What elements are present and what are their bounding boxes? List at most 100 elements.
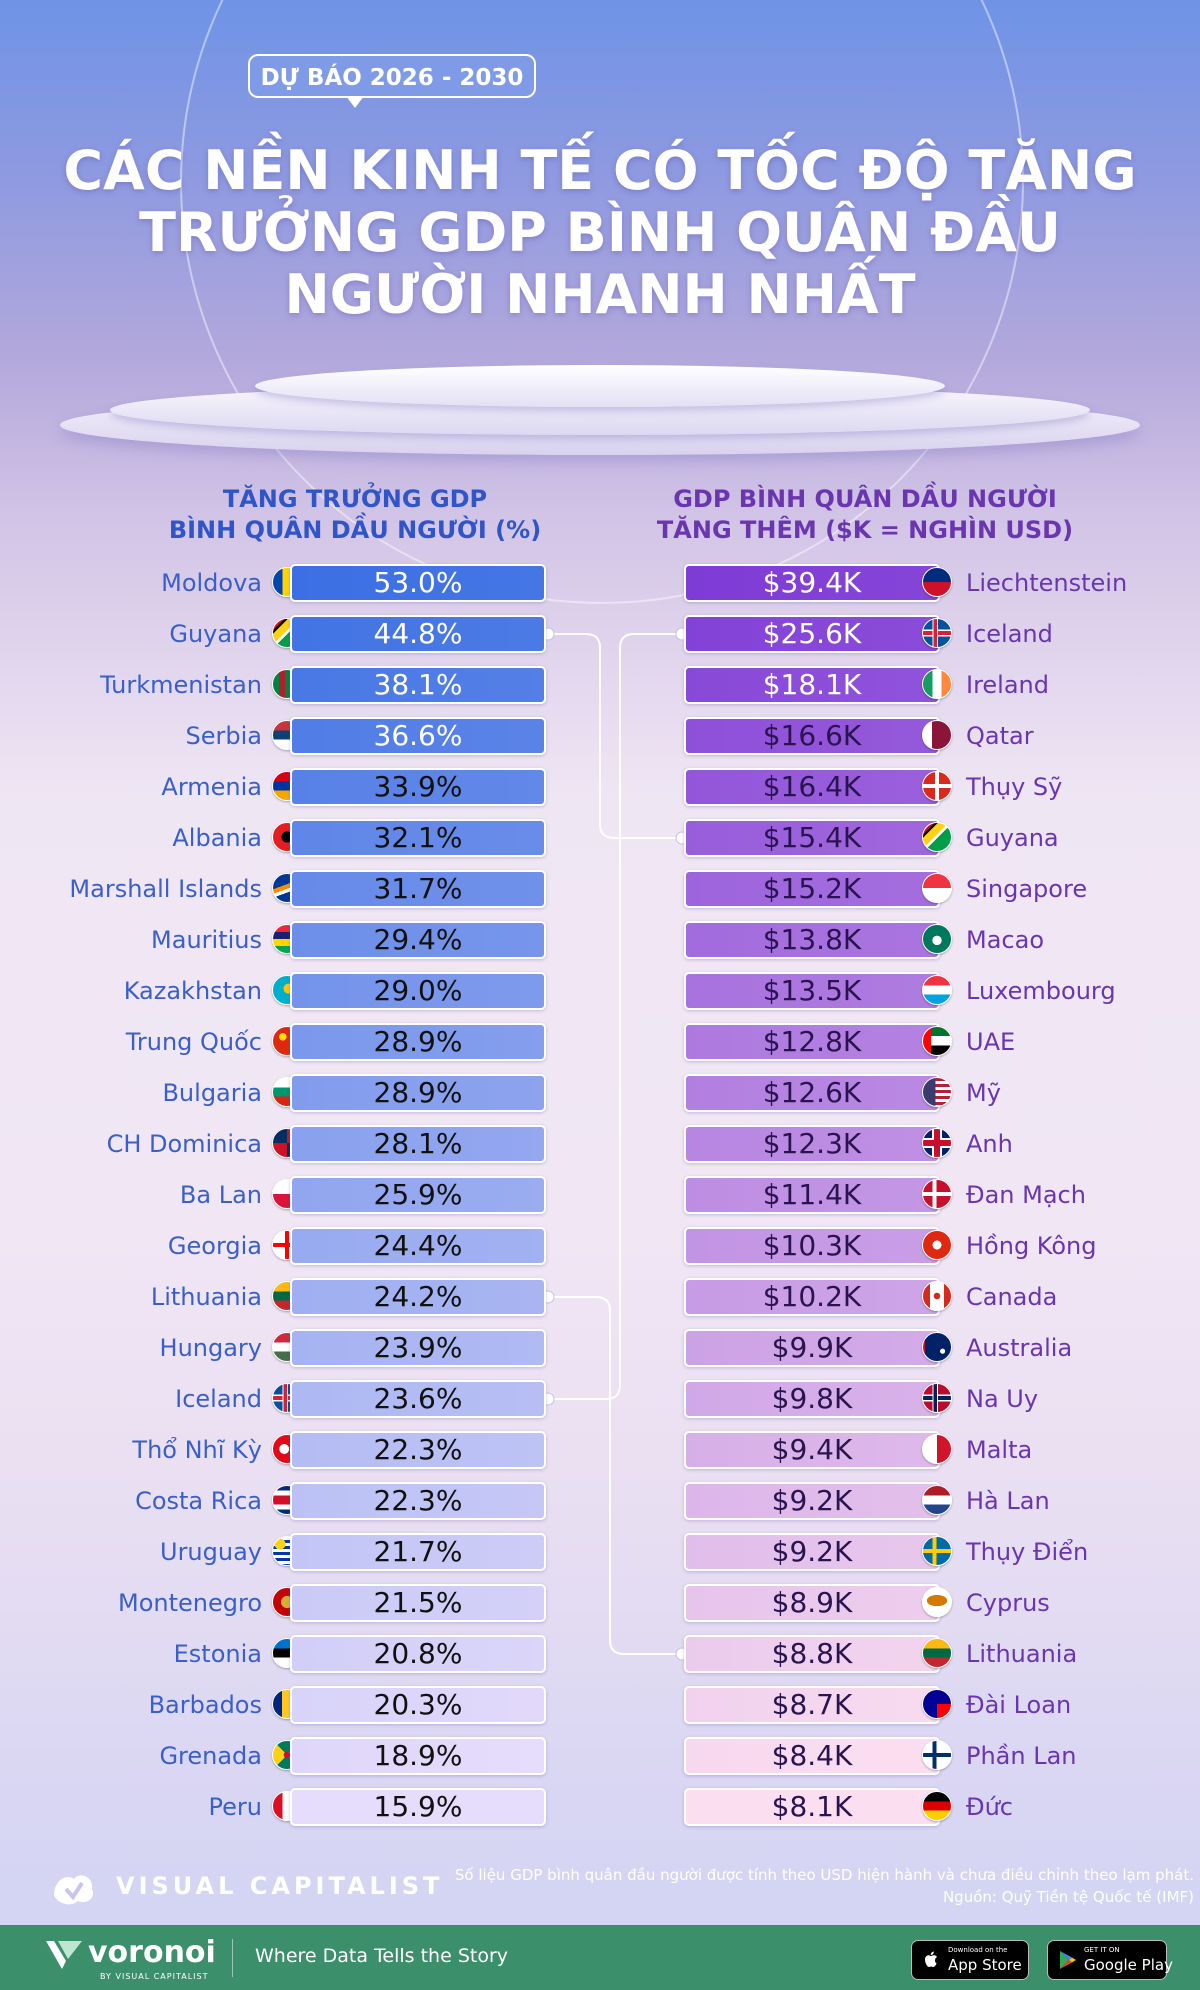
country-name: Iceland bbox=[175, 1385, 262, 1413]
country-name: Đan Mạch bbox=[966, 1181, 1086, 1209]
country-name: Montenegro bbox=[117, 1589, 262, 1617]
growth-bar: 15.9% bbox=[290, 1788, 546, 1826]
country-name: Na Uy bbox=[966, 1385, 1039, 1413]
heading-line: GDP BÌNH QUÂN DẦU NGƯỜI bbox=[673, 485, 1057, 513]
country-name: Luxembourg bbox=[966, 977, 1116, 1005]
increase-bar: $9.4K bbox=[684, 1431, 940, 1469]
growth-row: Estonia 20.8% bbox=[0, 1635, 560, 1673]
footnotes: Số liệu GDP bình quân đầu người được tín… bbox=[455, 1864, 1194, 1908]
growth-bar: 21.5% bbox=[290, 1584, 546, 1622]
flag-macao-icon bbox=[922, 924, 952, 954]
increase-row: $13.5K Luxembourg bbox=[0, 972, 1200, 1010]
tagline: Where Data Tells the Story bbox=[255, 1945, 509, 1967]
increase-bar: $12.8K bbox=[684, 1023, 940, 1061]
country-name: Ireland bbox=[966, 671, 1050, 699]
app-store-small-text: Download on the bbox=[948, 1946, 1008, 1954]
country-name: Guyana bbox=[966, 824, 1059, 852]
title-line: CÁC NỀN KINH TẾ CÓ TỐC ĐỘ TĂNG bbox=[63, 139, 1137, 202]
increase-bar: $15.2K bbox=[684, 870, 940, 908]
country-name: UAE bbox=[966, 1028, 1016, 1056]
increase-row: $11.4K Đan Mạch bbox=[0, 1176, 1200, 1214]
growth-bar: 44.8% bbox=[290, 615, 546, 653]
increase-row: $8.4K Phần Lan bbox=[0, 1737, 1200, 1775]
increase-row: $9.2K Thụy Điển bbox=[0, 1533, 1200, 1571]
increase-bar: $12.6K bbox=[684, 1074, 940, 1112]
forecast-badge: DỰ BÁO 2026 - 2030 bbox=[248, 54, 536, 108]
country-name: Đức bbox=[966, 1793, 1014, 1821]
growth-bar: 53.0% bbox=[290, 564, 546, 602]
country-name: Turkmenistan bbox=[100, 671, 262, 699]
increase-bar: $9.9K bbox=[684, 1329, 940, 1367]
google-play-button[interactable]: GET IT ON Google Play bbox=[1047, 1940, 1173, 1980]
growth-row: Armenia 33.9% bbox=[0, 768, 560, 806]
increase-bar: $9.2K bbox=[684, 1533, 940, 1571]
growth-row: Georgia 24.4% bbox=[0, 1227, 560, 1265]
flag-uae-icon bbox=[922, 1026, 952, 1056]
country-name: Cyprus bbox=[966, 1589, 1050, 1617]
increase-row: $9.9K Australia bbox=[0, 1329, 1200, 1367]
growth-bar: 20.3% bbox=[290, 1686, 546, 1724]
growth-row: Guyana 44.8% bbox=[0, 615, 560, 653]
flag-switzerland-icon bbox=[922, 771, 952, 801]
voronoi-logo[interactable]: voronoi BY VISUAL CAPITALIST bbox=[44, 1935, 216, 1981]
growth-row: Kazakhstan 29.0% bbox=[0, 972, 560, 1010]
increase-row: $8.7K Đài Loan bbox=[0, 1686, 1200, 1724]
growth-row: Trung Quốc 28.9% bbox=[0, 1023, 560, 1061]
growth-row: Moldova 53.0% bbox=[0, 564, 560, 602]
country-name: Costa Rica bbox=[135, 1487, 262, 1515]
growth-bar: 23.6% bbox=[290, 1380, 546, 1418]
footer-divider bbox=[232, 1939, 233, 1977]
growth-row: Marshall Islands 31.7% bbox=[0, 870, 560, 908]
flag-lithuania-icon bbox=[922, 1638, 952, 1668]
increase-bar: $9.8K bbox=[684, 1380, 940, 1418]
app-store-button[interactable]: Download on the App Store bbox=[911, 1940, 1029, 1980]
increase-row: $16.4K Thụy Sỹ bbox=[0, 768, 1200, 806]
flag-denmark-icon bbox=[922, 1179, 952, 1209]
country-name: Barbados bbox=[148, 1691, 262, 1719]
increase-row: $13.8K Macao bbox=[0, 921, 1200, 959]
increase-bar: $25.6K bbox=[684, 615, 940, 653]
increase-row: $39.4K Liechtenstein bbox=[0, 564, 1200, 602]
increase-row: $9.2K Hà Lan bbox=[0, 1482, 1200, 1520]
country-name: Australia bbox=[966, 1334, 1073, 1362]
flag-sweden-icon bbox=[922, 1536, 952, 1566]
increase-bar: $8.1K bbox=[684, 1788, 940, 1826]
country-name: Guyana bbox=[169, 620, 262, 648]
voronoi-mark-icon bbox=[46, 1941, 82, 1969]
visual-capitalist-mark-icon bbox=[54, 1875, 94, 1905]
country-name: Ba Lan bbox=[179, 1181, 262, 1209]
country-name: Hà Lan bbox=[966, 1487, 1050, 1515]
source-note: Nguồn: Quỹ Tiền tệ Quốc tế (IMF) bbox=[942, 1888, 1194, 1906]
increase-bar: $11.4K bbox=[684, 1176, 940, 1214]
growth-row: Grenada 18.9% bbox=[0, 1737, 560, 1775]
growth-row: Costa Rica 22.3% bbox=[0, 1482, 560, 1520]
visual-capitalist-wordmark: VISUAL CAPITALIST bbox=[116, 1872, 444, 1900]
growth-bar: 23.9% bbox=[290, 1329, 546, 1367]
country-name: Armenia bbox=[161, 773, 262, 801]
growth-bar: 28.9% bbox=[290, 1023, 546, 1061]
increase-bar: $16.6K bbox=[684, 717, 940, 755]
flag-taiwan-icon bbox=[922, 1689, 952, 1719]
connector-lithuania bbox=[548, 1296, 682, 1655]
increase-bar: $15.4K bbox=[684, 819, 940, 857]
country-name: Singapore bbox=[966, 875, 1088, 903]
country-name: Thổ Nhĩ Kỳ bbox=[132, 1436, 262, 1464]
country-name: Iceland bbox=[966, 620, 1053, 648]
country-name: Mỹ bbox=[966, 1079, 1001, 1107]
growth-bar: 22.3% bbox=[290, 1431, 546, 1469]
increase-row: $8.9K Cyprus bbox=[0, 1584, 1200, 1622]
page-title: CÁC NỀN KINH TẾ CÓ TỐC ĐỘ TĂNG TRƯỞNG GD… bbox=[60, 140, 1140, 326]
growth-row: Turkmenistan 38.1% bbox=[0, 666, 560, 704]
growth-bar: 25.9% bbox=[290, 1176, 546, 1214]
growth-bar: 31.7% bbox=[290, 870, 546, 908]
increase-bar: $10.2K bbox=[684, 1278, 940, 1316]
increase-bar: $8.7K bbox=[684, 1686, 940, 1724]
podium-top bbox=[255, 365, 945, 407]
increase-bar: $8.8K bbox=[684, 1635, 940, 1673]
increase-row: $25.6K Iceland bbox=[0, 615, 1200, 653]
country-name: Thụy Điển bbox=[966, 1538, 1089, 1566]
flag-australia-icon bbox=[922, 1332, 952, 1362]
country-name: Lithuania bbox=[966, 1640, 1078, 1668]
increase-row: $9.8K Na Uy bbox=[0, 1380, 1200, 1418]
